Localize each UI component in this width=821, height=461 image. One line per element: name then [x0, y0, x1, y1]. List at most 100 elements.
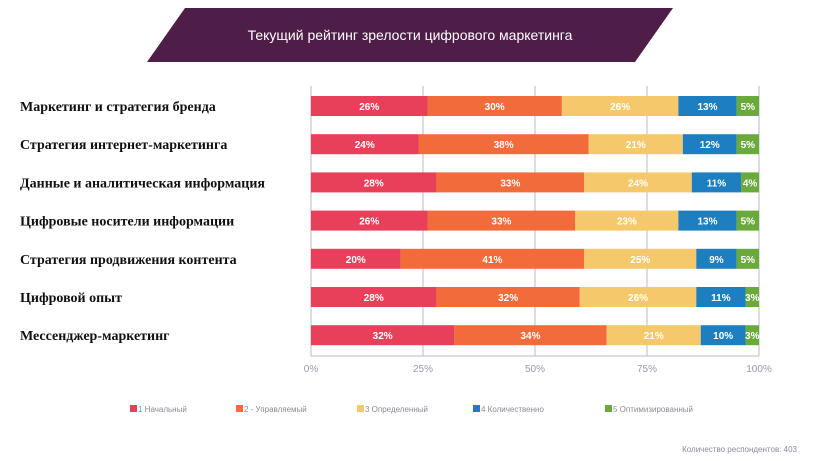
- bar-segment: [741, 172, 759, 193]
- bar-segment: [400, 248, 585, 269]
- bar-value-label: 11%: [707, 178, 727, 189]
- bar-value-label: 5%: [741, 140, 756, 151]
- legend-swatch: [357, 405, 364, 412]
- bar-segment: [311, 287, 437, 307]
- category-label: Цифровые носители информации: [20, 215, 234, 230]
- bar-value-label: 21%: [626, 140, 646, 151]
- bar-value-label: 26%: [359, 217, 379, 228]
- bar-value-label: 34%: [521, 331, 541, 342]
- x-tick-label: 100%: [746, 364, 772, 375]
- category-labels: Маркетинг и стратегия бренда Стратегия ин…: [20, 100, 265, 344]
- bar-value-label: 3%: [745, 331, 760, 342]
- bar-value-label: 38%: [494, 140, 514, 151]
- bar-segment: [736, 134, 759, 155]
- bar-value-label: 24%: [355, 140, 375, 151]
- bar-segment: [575, 210, 679, 231]
- bar-value-label: 4%: [743, 178, 758, 189]
- category-label: Мессенджер-маркетинг: [20, 329, 170, 344]
- x-tick-label: 0%: [304, 364, 319, 375]
- bar-segment: [678, 96, 737, 116]
- bar-value-label: 28%: [364, 293, 384, 304]
- category-label: Стратегия продвижения контента: [20, 253, 237, 268]
- bar-segment: [678, 210, 737, 231]
- bar-value-label: 12%: [700, 140, 720, 151]
- bar-segment: [584, 172, 692, 193]
- bar-segment: [691, 172, 742, 193]
- bar-value-label: 11%: [711, 293, 731, 304]
- bar-value-label: 26%: [628, 293, 648, 304]
- bar-value-label: 3%: [745, 293, 760, 304]
- legend-swatch: [236, 405, 243, 412]
- x-tick-label: 50%: [525, 364, 545, 375]
- bar-value-label: 5%: [741, 102, 756, 113]
- bar-segment: [418, 134, 589, 155]
- bar-value-label: 13%: [697, 102, 717, 113]
- bar-value-label: 32%: [373, 331, 393, 342]
- bar-value-label: 26%: [610, 102, 630, 113]
- bar-segment: [311, 134, 419, 155]
- legend-label: 4 Количественно: [481, 405, 544, 414]
- bar-segment: [588, 134, 683, 155]
- bar-value-label: 30%: [485, 102, 505, 113]
- x-tick-label: 75%: [637, 364, 657, 375]
- bar-segment: [311, 172, 437, 193]
- legend-label: 2 - Управляемый: [244, 405, 307, 414]
- bar-segment: [736, 96, 759, 116]
- bar-segment: [311, 325, 455, 346]
- bar-segment: [606, 325, 701, 346]
- bar-segment: [745, 325, 759, 346]
- legend: 1 Начальный 2 - Управляемый 3 Определенный…: [130, 405, 693, 414]
- legend-swatch: [605, 405, 612, 412]
- bar-segment: [579, 287, 697, 307]
- bar-segment: [561, 96, 679, 116]
- category-label: Маркетинг и стратегия бренда: [20, 100, 216, 115]
- bar-segment: [736, 210, 759, 231]
- bar-value-label: 10%: [713, 331, 733, 342]
- legend-swatch: [473, 405, 480, 412]
- title-banner-shape: [147, 8, 673, 62]
- bar-value-label: 5%: [741, 217, 756, 228]
- bar-value-label: 20%: [346, 255, 366, 266]
- bar-segment: [311, 96, 428, 116]
- bars: 26% 30% 26% 13% 5% 24% 38% 21% 12% 5% 28% 33% 24% 11%…: [311, 96, 760, 346]
- legend-label: 3 Определенный: [365, 405, 428, 414]
- bar-segment: [427, 96, 562, 116]
- bar-value-label: 13%: [697, 217, 717, 228]
- category-label: Стратегия интернет-маркетинга: [20, 138, 227, 153]
- bar-segment: [745, 287, 759, 307]
- bar-value-label: 26%: [359, 102, 379, 113]
- bar-value-label: 28%: [364, 178, 384, 189]
- legend-swatch: [130, 405, 137, 412]
- legend-label: 5 Оптимизированный: [613, 405, 693, 414]
- bar-segment: [311, 248, 401, 269]
- bar-segment: [454, 325, 607, 346]
- bar-value-label: 9%: [709, 255, 724, 266]
- bar-value-label: 5%: [741, 255, 756, 266]
- bar-segment: [311, 210, 428, 231]
- category-label: Цифровой опыт: [20, 291, 122, 306]
- bar-value-label: 41%: [482, 255, 502, 266]
- x-tick-label: 25%: [413, 364, 433, 375]
- legend-label: 1 Начальный: [138, 405, 187, 414]
- bar-value-label: 23%: [617, 217, 637, 228]
- category-label: Данные и аналитическая информация: [20, 176, 265, 191]
- bar-value-label: 24%: [628, 178, 648, 189]
- bar-value-label: 33%: [500, 178, 520, 189]
- bar-value-label: 33%: [491, 217, 511, 228]
- bar-value-label: 21%: [644, 331, 664, 342]
- bar-segment: [736, 248, 759, 269]
- bar-segment: [696, 287, 746, 307]
- gridlines: [310, 86, 760, 357]
- bar-value-label: 25%: [630, 255, 650, 266]
- bar-segment: [682, 134, 737, 155]
- bar-segment: [584, 248, 697, 269]
- respondent-count: Количество респондентов: 403: [682, 445, 797, 454]
- bar-value-label: 32%: [498, 293, 518, 304]
- bar-segment: [696, 248, 737, 269]
- bar-segment: [436, 172, 585, 193]
- x-axis-ticks: 0% 25% 50% 75% 100%: [304, 364, 772, 375]
- bar-segment: [427, 210, 576, 231]
- bar-segment: [436, 287, 580, 307]
